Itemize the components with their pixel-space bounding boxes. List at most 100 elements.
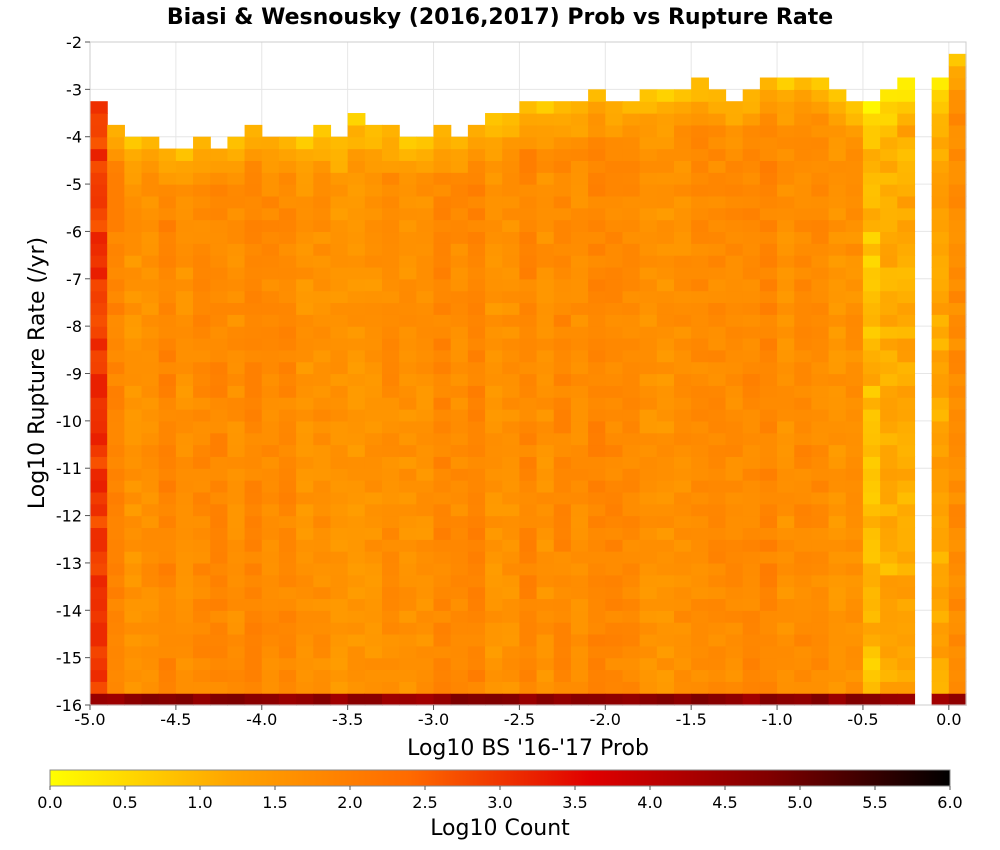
heatmap-cell <box>570 255 589 268</box>
heatmap-cell <box>605 420 624 434</box>
heatmap-cell <box>330 515 349 529</box>
heatmap-cell <box>948 562 967 576</box>
heatmap-cell <box>708 101 727 114</box>
y-tick-label: -2 <box>66 33 82 52</box>
heatmap-cell <box>794 515 813 529</box>
heatmap-cell <box>519 610 538 623</box>
heatmap-cell <box>519 480 538 493</box>
heatmap-cell <box>691 598 709 611</box>
heatmap-cell <box>605 207 624 221</box>
heatmap-cell <box>794 645 813 659</box>
heatmap-cell <box>622 361 641 375</box>
heatmap-cell <box>382 314 400 327</box>
heatmap-cell <box>691 551 709 564</box>
heatmap-cell <box>691 539 709 552</box>
heatmap-cell <box>141 337 160 351</box>
heatmap-cell <box>931 302 950 315</box>
heatmap-cell <box>639 491 658 505</box>
heatmap-cell <box>347 373 366 386</box>
heatmap-cell <box>313 349 332 363</box>
heatmap-cell <box>107 562 125 576</box>
heatmap-cell <box>433 231 452 244</box>
heatmap-cell <box>536 598 555 611</box>
heatmap-cell <box>622 290 641 304</box>
heatmap-cell <box>416 503 435 517</box>
heatmap-cell <box>828 456 847 469</box>
heatmap-cell <box>691 195 709 209</box>
heatmap-cell <box>725 101 744 114</box>
heatmap-cell <box>725 527 744 540</box>
heatmap-cell <box>141 385 160 398</box>
heatmap-cell <box>553 409 572 422</box>
heatmap-cell <box>433 385 452 398</box>
heatmap-cell <box>485 361 503 375</box>
heatmap-cell <box>519 207 538 221</box>
heatmap-cell <box>107 586 125 600</box>
heatmap-cell <box>124 610 143 623</box>
heatmap-cell <box>639 444 658 457</box>
heatmap-cell <box>880 255 898 268</box>
heatmap-cell <box>416 160 435 173</box>
heatmap-cell <box>296 172 314 185</box>
heatmap-cell <box>519 468 538 481</box>
heatmap-cell <box>227 337 246 351</box>
heatmap-cell <box>124 574 143 588</box>
heatmap-cell <box>588 574 606 588</box>
heatmap-cell <box>828 243 847 256</box>
heatmap-cell <box>794 113 813 126</box>
heatmap-cell <box>931 432 950 446</box>
heatmap-cell <box>862 622 881 635</box>
heatmap-cell <box>296 420 314 434</box>
heatmap-cell <box>570 503 589 517</box>
heatmap-cell <box>948 574 967 588</box>
heatmap-cell <box>364 409 383 422</box>
heatmap-cell <box>845 409 864 422</box>
heatmap-cell <box>570 444 589 457</box>
colorbar-ticks: 0.0 0.5 1.0 1.5 2.0 2.5 3.0 3.5 4.0 4.5 5.0 5.5 6.0 <box>37 786 963 812</box>
heatmap-cell <box>931 657 950 671</box>
heatmap-cell <box>880 373 898 386</box>
heatmap-cell <box>175 195 194 209</box>
heatmap-cell <box>862 598 881 611</box>
heatmap-cell <box>107 160 125 173</box>
heatmap-cell <box>502 622 521 635</box>
heatmap-cell <box>364 172 383 185</box>
heatmap-cell <box>536 645 555 659</box>
heatmap-cell <box>467 681 486 694</box>
heatmap-cell <box>244 456 263 469</box>
heatmap-cell <box>588 207 606 221</box>
heatmap-cell <box>639 290 658 304</box>
heatmap-cell <box>416 456 435 469</box>
heatmap-cell <box>828 101 847 114</box>
heatmap-cell <box>278 172 297 185</box>
heatmap-cell <box>175 645 194 659</box>
heatmap-cell <box>175 337 194 351</box>
heatmap-cell <box>519 349 538 363</box>
heatmap-cell <box>570 160 589 173</box>
heatmap-cell <box>759 243 778 256</box>
heatmap-cell <box>674 172 692 185</box>
heatmap-cell <box>519 562 538 576</box>
heatmap-cell <box>536 491 555 505</box>
heatmap-cell <box>570 337 589 351</box>
heatmap-cell <box>828 468 847 481</box>
heatmap-cell <box>674 657 692 671</box>
heatmap-cell <box>141 290 160 304</box>
heatmap-cell <box>777 302 795 315</box>
heatmap-cell <box>862 420 881 434</box>
heatmap-cell <box>433 373 452 386</box>
heatmap-cell <box>828 444 847 457</box>
heatmap-cell <box>742 527 761 540</box>
heatmap-cell <box>605 539 624 552</box>
heatmap-cell <box>313 491 332 505</box>
heatmap-cell <box>897 290 916 304</box>
heatmap-cell <box>124 172 143 185</box>
heatmap-cell <box>622 101 641 114</box>
heatmap-cell <box>656 539 675 552</box>
heatmap-cell <box>296 337 314 351</box>
heatmap-cell <box>845 124 864 138</box>
heatmap-cell <box>880 491 898 505</box>
heatmap-cell <box>382 184 400 197</box>
heatmap-cell <box>193 314 211 327</box>
heatmap-cell <box>107 503 125 517</box>
